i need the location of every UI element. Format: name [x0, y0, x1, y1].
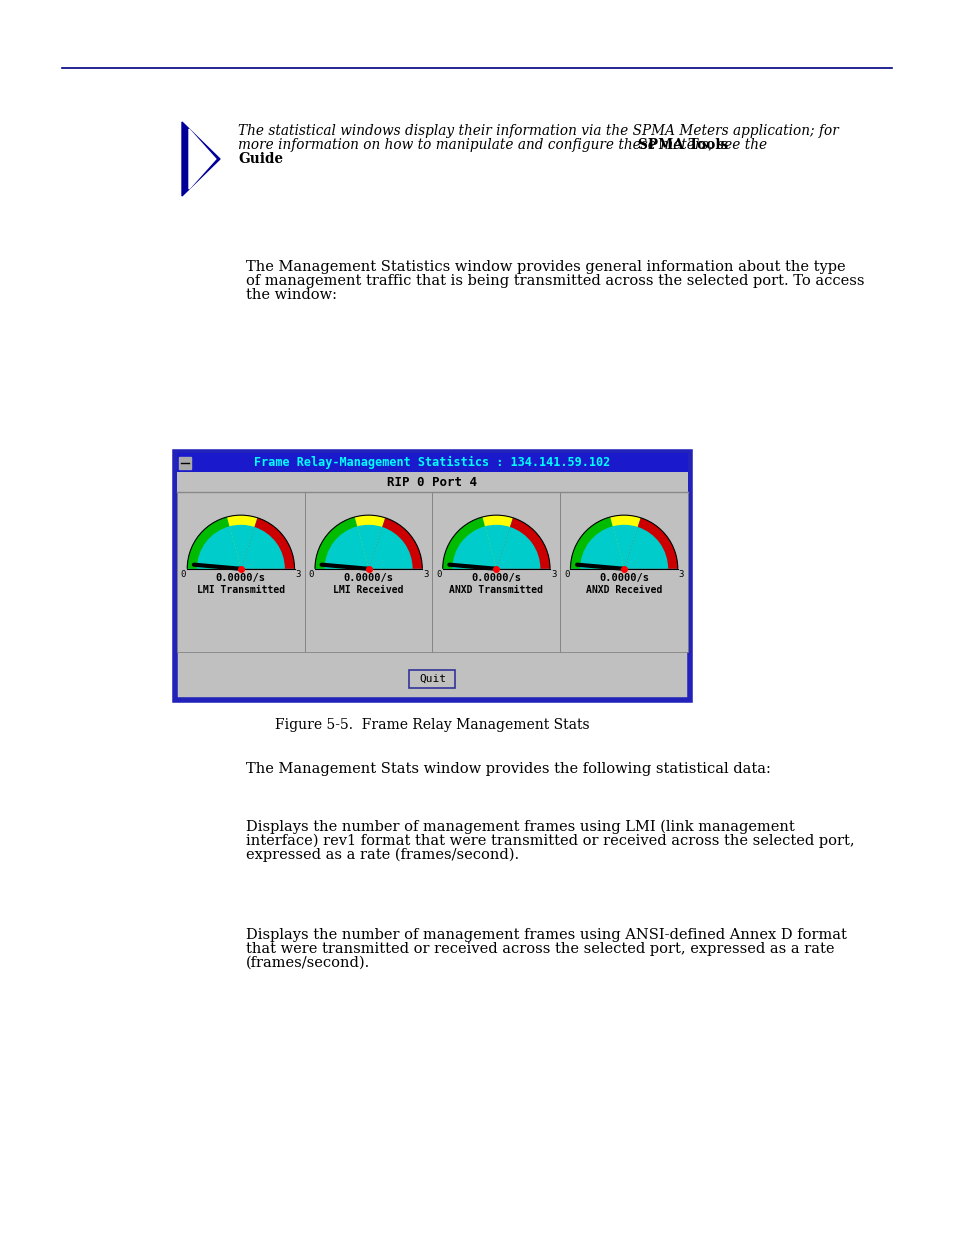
Text: Displays the number of management frames using LMI (link management: Displays the number of management frames…	[246, 820, 794, 835]
Text: 0: 0	[563, 569, 569, 579]
FancyBboxPatch shape	[432, 492, 559, 652]
FancyBboxPatch shape	[409, 671, 455, 688]
Wedge shape	[612, 525, 637, 569]
Text: 0.0000/s: 0.0000/s	[343, 573, 394, 583]
Text: 3: 3	[679, 569, 683, 579]
Wedge shape	[240, 517, 294, 569]
Text: the window:: the window:	[246, 288, 336, 303]
Text: 3: 3	[295, 569, 300, 579]
Wedge shape	[610, 515, 640, 569]
Text: RIP 0 Port 4: RIP 0 Port 4	[387, 475, 477, 489]
Wedge shape	[484, 525, 510, 569]
Wedge shape	[570, 517, 623, 569]
Wedge shape	[240, 527, 285, 569]
Text: more information on how to manipulate and configure these meters, see the: more information on how to manipulate an…	[237, 138, 771, 152]
Text: 0.0000/s: 0.0000/s	[598, 573, 648, 583]
Wedge shape	[442, 517, 496, 569]
Wedge shape	[324, 526, 368, 569]
Text: ANXD Received: ANXD Received	[585, 585, 661, 595]
Text: of management traffic that is being transmitted across the selected port. To acc: of management traffic that is being tran…	[246, 274, 863, 288]
Text: .: .	[269, 152, 273, 165]
Wedge shape	[482, 515, 513, 569]
Text: ANXD Transmitted: ANXD Transmitted	[449, 585, 543, 595]
Text: 0.0000/s: 0.0000/s	[215, 573, 266, 583]
Polygon shape	[182, 122, 220, 196]
Wedge shape	[187, 517, 240, 569]
FancyBboxPatch shape	[559, 492, 687, 652]
Wedge shape	[356, 525, 382, 569]
Wedge shape	[196, 526, 240, 569]
Wedge shape	[623, 517, 677, 569]
Text: 0: 0	[181, 569, 186, 579]
Wedge shape	[368, 527, 413, 569]
Text: The Management Statistics window provides general information about the type: The Management Statistics window provide…	[246, 261, 844, 274]
Text: LMI Received: LMI Received	[333, 585, 403, 595]
Text: (frames/second).: (frames/second).	[246, 956, 370, 969]
Text: that were transmitted or received across the selected port, expressed as a rate: that were transmitted or received across…	[246, 942, 834, 956]
FancyBboxPatch shape	[304, 492, 432, 652]
Wedge shape	[570, 515, 677, 569]
Text: 3: 3	[551, 569, 556, 579]
Text: The Management Stats window provides the following statistical data:: The Management Stats window provides the…	[246, 762, 770, 776]
Wedge shape	[452, 526, 496, 569]
Text: The statistical windows display their information via the SPMA Meters applicatio: The statistical windows display their in…	[237, 124, 838, 138]
Wedge shape	[314, 517, 368, 569]
Wedge shape	[496, 517, 550, 569]
Text: Guide: Guide	[237, 152, 283, 165]
Text: interface) rev1 format that were transmitted or received across the selected por: interface) rev1 format that were transmi…	[246, 834, 854, 848]
Text: 3: 3	[423, 569, 428, 579]
Wedge shape	[187, 515, 294, 569]
FancyBboxPatch shape	[174, 452, 689, 700]
Wedge shape	[227, 515, 257, 569]
Wedge shape	[579, 526, 623, 569]
Wedge shape	[314, 515, 422, 569]
Polygon shape	[189, 128, 215, 189]
Text: 0: 0	[308, 569, 314, 579]
Text: expressed as a rate (frames/second).: expressed as a rate (frames/second).	[246, 848, 518, 862]
Text: LMI Transmitted: LMI Transmitted	[196, 585, 285, 595]
Wedge shape	[496, 527, 539, 569]
Text: 0: 0	[436, 569, 441, 579]
Text: 0.0000/s: 0.0000/s	[471, 573, 521, 583]
Wedge shape	[355, 515, 385, 569]
FancyBboxPatch shape	[177, 453, 687, 472]
Wedge shape	[623, 527, 667, 569]
Text: Quit: Quit	[418, 674, 446, 684]
FancyBboxPatch shape	[177, 472, 687, 492]
FancyBboxPatch shape	[179, 457, 191, 469]
Text: Displays the number of management frames using ANSI-defined Annex D format: Displays the number of management frames…	[246, 927, 846, 942]
Text: Figure 5-5.  Frame Relay Management Stats: Figure 5-5. Frame Relay Management Stats	[274, 718, 589, 732]
Text: SPMA Tools: SPMA Tools	[638, 138, 727, 152]
Wedge shape	[230, 525, 254, 569]
Wedge shape	[368, 517, 422, 569]
Wedge shape	[442, 515, 550, 569]
FancyBboxPatch shape	[177, 492, 304, 652]
Text: Frame Relay-Management Statistics : 134.141.59.102: Frame Relay-Management Statistics : 134.…	[254, 456, 610, 468]
